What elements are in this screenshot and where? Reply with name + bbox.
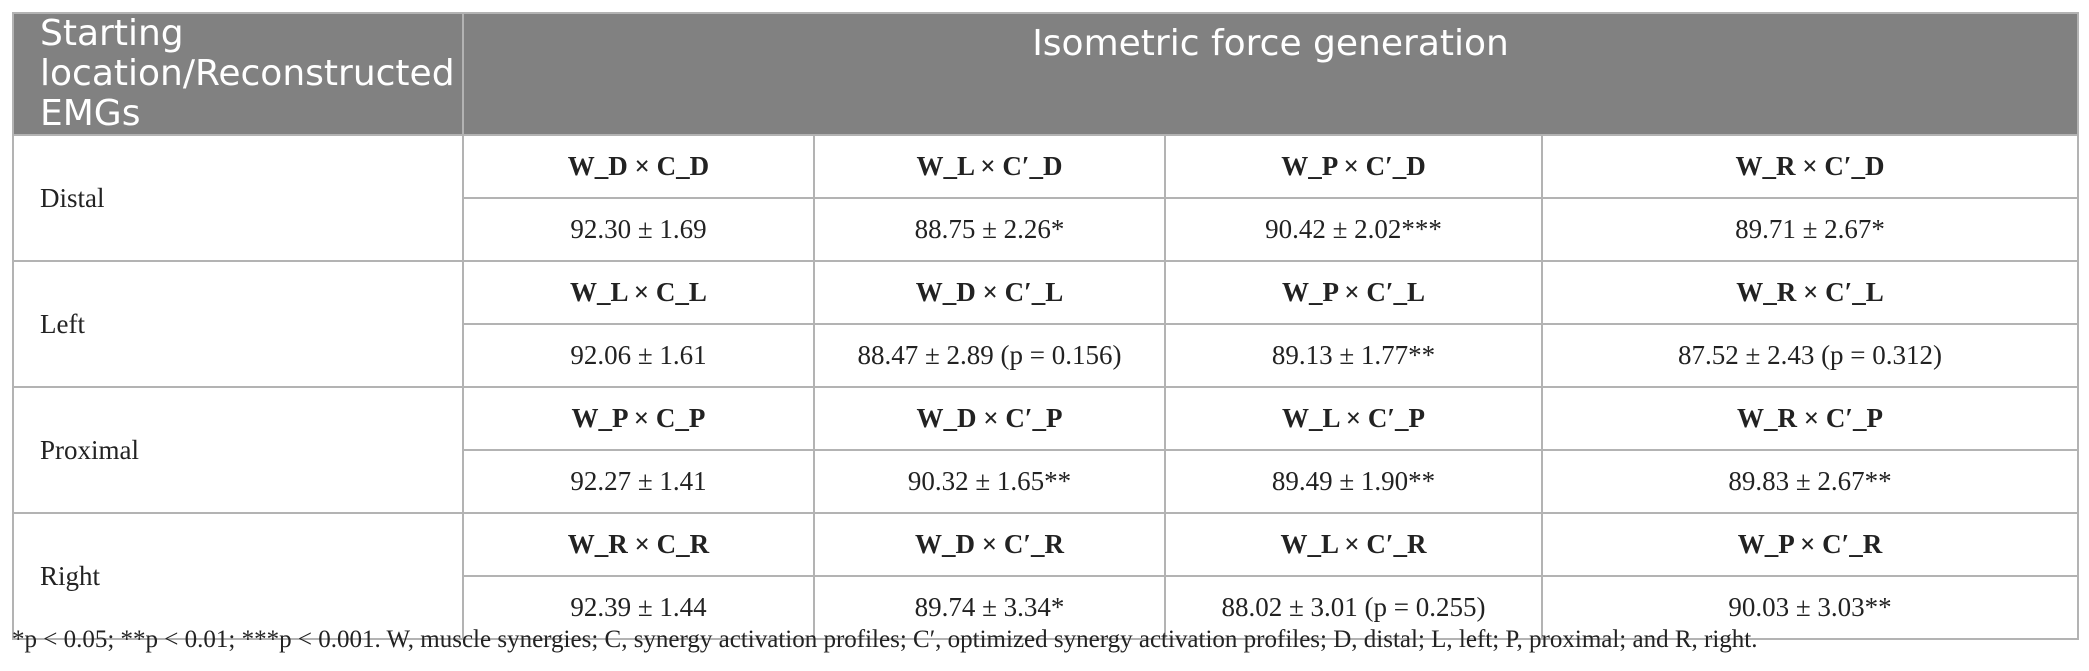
- value-cell: 90.42 ± 2.02***: [1164, 197, 1543, 262]
- value-cell: 89.13 ± 1.77**: [1164, 323, 1543, 388]
- value-cell: 90.32 ± 1.65**: [813, 449, 1166, 514]
- synergy-combo: W_P × C′_D: [1164, 134, 1543, 199]
- synergy-combo: W_P × C_P: [462, 386, 815, 451]
- value-cell: 89.74 ± 3.34*: [813, 575, 1166, 640]
- table-footnote: *p < 0.05; **p < 0.01; ***p < 0.001. W, …: [12, 626, 1758, 653]
- header-starting-location: Starting location/Reconstructed EMGs: [12, 12, 464, 136]
- synergy-combo: W_R × C′_D: [1540, 134, 2080, 199]
- value-cell: 88.47 ± 2.89 (p = 0.156): [813, 323, 1166, 388]
- value-cell: 89.71 ± 2.67*: [1540, 197, 2080, 262]
- value-cell: 92.39 ± 1.44: [462, 575, 815, 640]
- table-row-combos: Distal W_D × C_D W_L × C′_D W_P × C′_D W…: [12, 134, 2080, 262]
- row-label: Proximal: [12, 386, 464, 514]
- synergy-combo: W_R × C′_L: [1540, 260, 2080, 325]
- value-cell: 92.30 ± 1.69: [462, 197, 815, 262]
- synergy-combo: W_P × C′_R: [1540, 512, 2080, 577]
- value-cell: 89.83 ± 2.67**: [1540, 449, 2080, 514]
- value-cell: 88.02 ± 3.01 (p = 0.255): [1164, 575, 1543, 640]
- header-isometric-force-generation: Isometric force generation: [461, 12, 2080, 136]
- table-row-values: 92.06 ± 1.61 88.47 ± 2.89 (p = 0.156) 89…: [13, 323, 2080, 388]
- value-cell: 92.27 ± 1.41: [462, 449, 815, 514]
- table-row-combos: Right W_R × C_R W_D × C′_R W_L × C′_R W_…: [12, 512, 2080, 640]
- value-cell: 87.52 ± 2.43 (p = 0.312): [1540, 323, 2080, 388]
- table-row-combos: Proximal W_P × C_P W_D × C′_P W_L × C′_P…: [12, 386, 2080, 514]
- synergy-combo: W_D × C′_L: [813, 260, 1166, 325]
- synergy-combo: W_L × C′_R: [1164, 512, 1543, 577]
- row-label: Left: [12, 260, 464, 388]
- synergy-combo: W_R × C′_P: [1540, 386, 2080, 451]
- synergy-combo: W_D × C_D: [462, 134, 815, 199]
- table-row-values: 92.27 ± 1.41 90.32 ± 1.65** 89.49 ± 1.90…: [13, 449, 2080, 514]
- synergy-combo: W_P × C′_L: [1164, 260, 1543, 325]
- synergy-combo: W_D × C′_P: [813, 386, 1166, 451]
- table-row-values: 92.30 ± 1.69 88.75 ± 2.26* 90.42 ± 2.02*…: [13, 197, 2080, 262]
- synergy-combo: W_L × C′_P: [1164, 386, 1543, 451]
- table-row-values: 92.39 ± 1.44 89.74 ± 3.34* 88.02 ± 3.01 …: [13, 575, 2080, 640]
- table-header-row: Starting location/Reconstructed EMGs Iso…: [12, 12, 2080, 136]
- synergy-combo: W_L × C_L: [462, 260, 815, 325]
- synergy-combo: W_L × C′_D: [813, 134, 1166, 199]
- table-row-combos: Left W_L × C_L W_D × C′_L W_P × C′_L W_R…: [12, 260, 2080, 388]
- row-label: Distal: [12, 134, 464, 262]
- value-cell: 90.03 ± 3.03**: [1540, 575, 2080, 640]
- row-label: Right: [12, 512, 464, 640]
- synergy-combo: W_R × C_R: [462, 512, 815, 577]
- value-cell: 89.49 ± 1.90**: [1164, 449, 1543, 514]
- synergy-combo: W_D × C′_R: [813, 512, 1166, 577]
- value-cell: 92.06 ± 1.61: [462, 323, 815, 388]
- value-cell: 88.75 ± 2.26*: [813, 197, 1166, 262]
- results-table: Starting location/Reconstructed EMGs Iso…: [12, 12, 2080, 640]
